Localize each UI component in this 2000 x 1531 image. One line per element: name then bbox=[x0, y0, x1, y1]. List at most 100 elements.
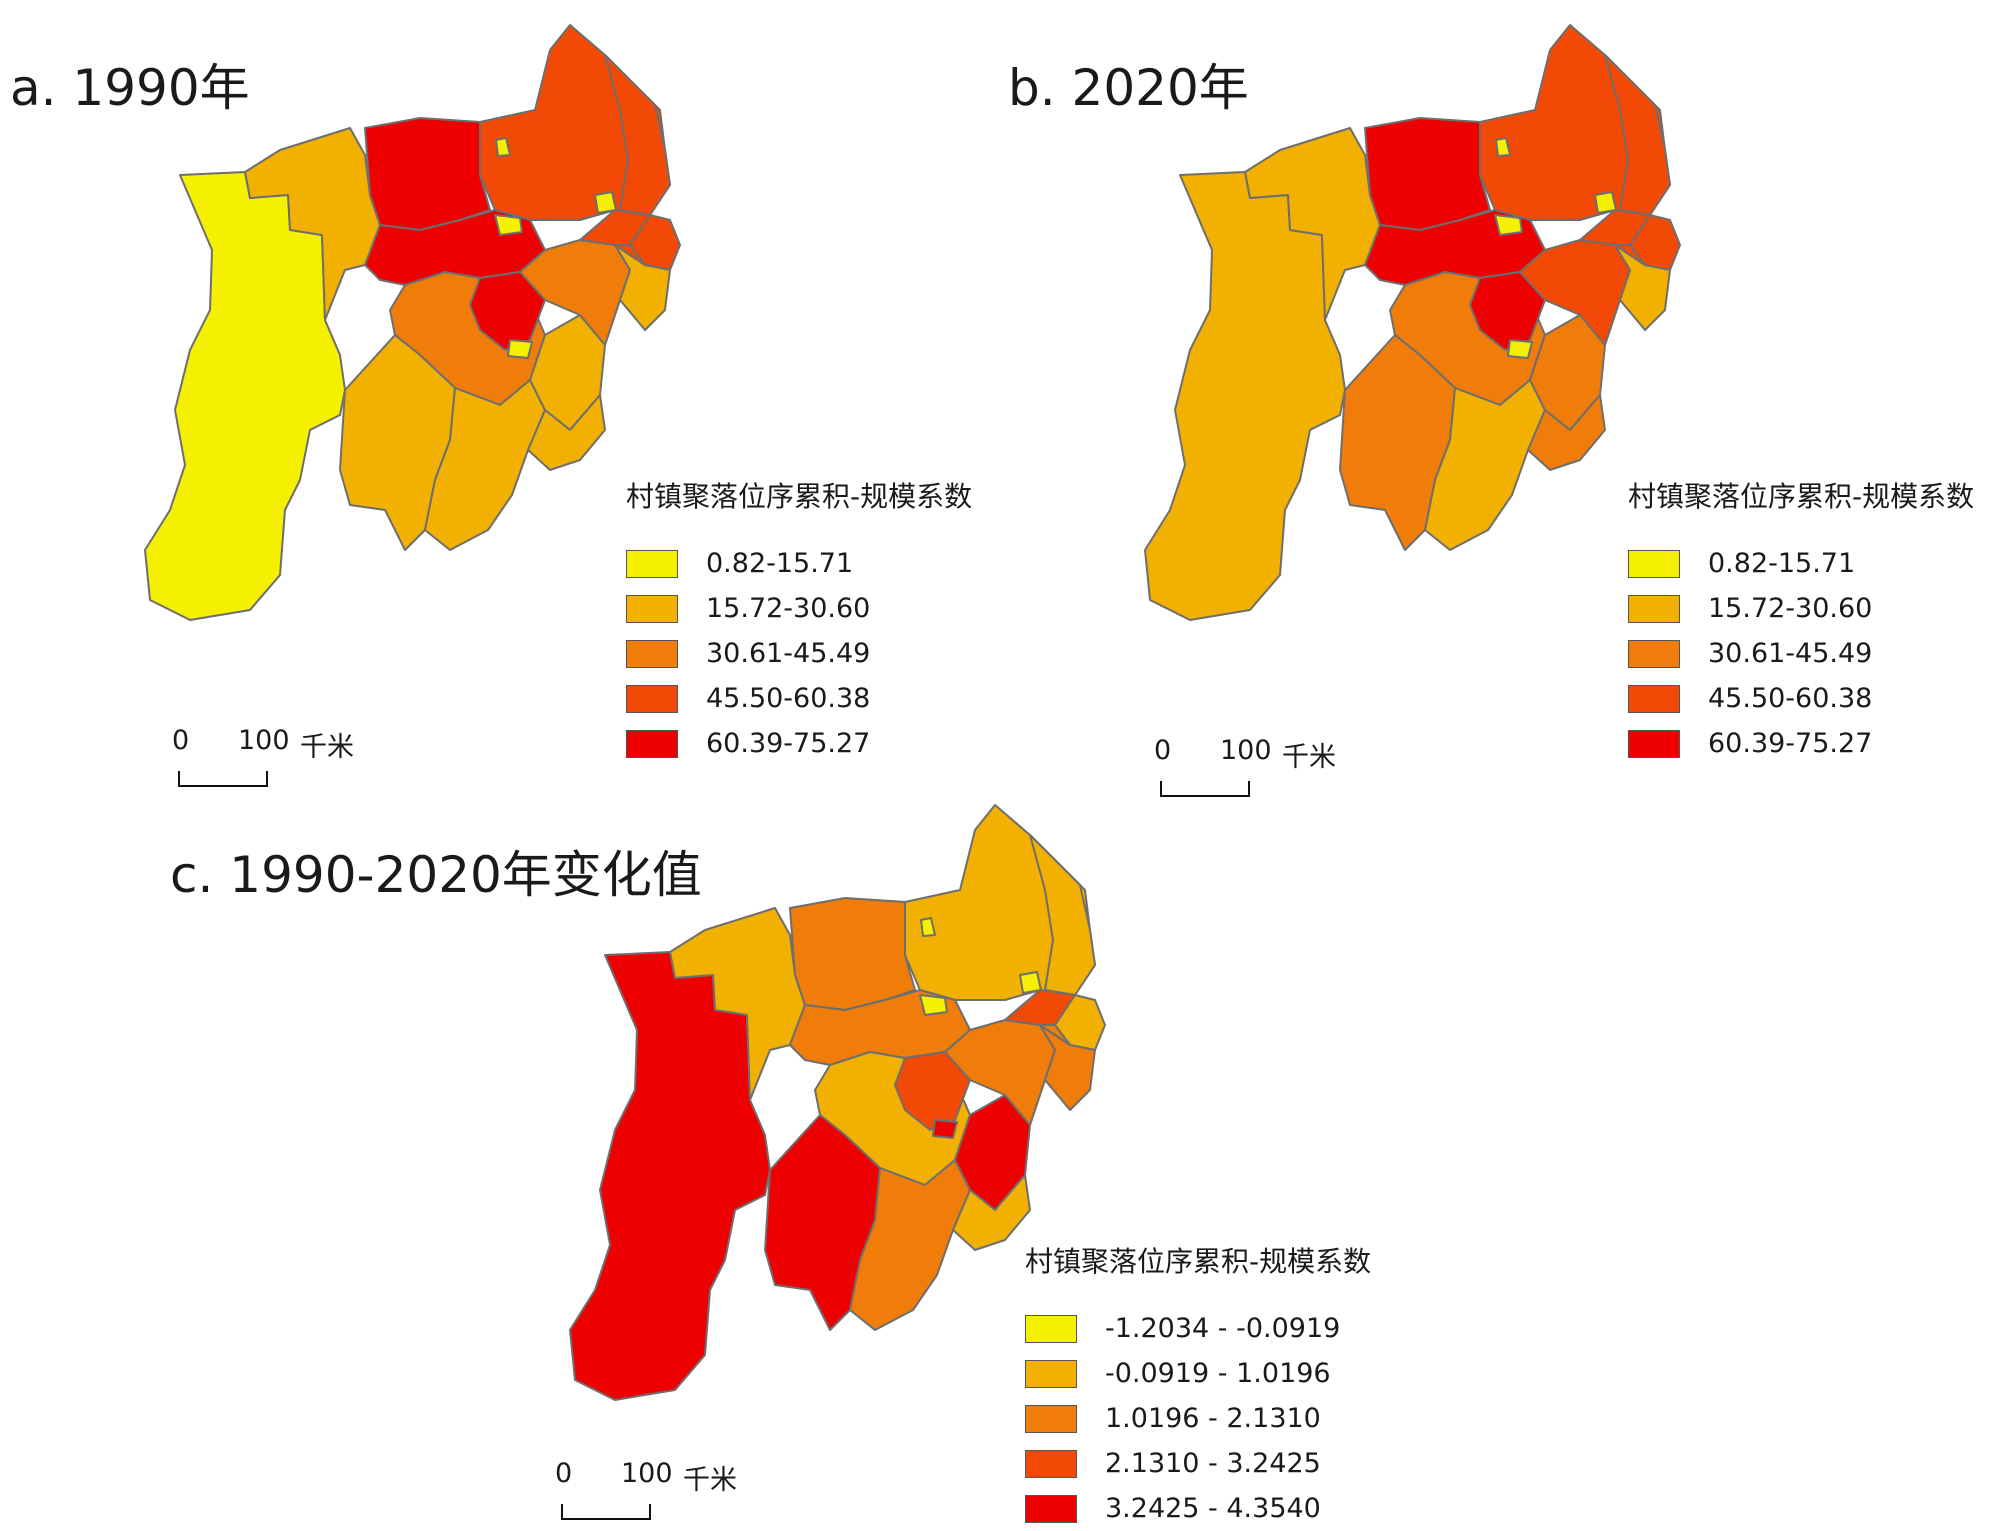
district-region bbox=[1527, 394, 1606, 471]
district-region bbox=[1039, 1024, 1096, 1111]
district-region bbox=[1364, 117, 1491, 231]
legend-label: 15.72-30.60 bbox=[706, 593, 871, 624]
map-change bbox=[569, 804, 1106, 1401]
legend-item: 0.82-15.71 bbox=[1628, 541, 1974, 586]
legend-label: -1.2034 - -0.0919 bbox=[1105, 1313, 1341, 1344]
legend-swatch bbox=[1025, 1404, 1077, 1433]
district-region bbox=[424, 379, 546, 551]
district-region bbox=[849, 1159, 971, 1331]
scale-line bbox=[1160, 781, 1250, 797]
legend-label: 30.61-45.49 bbox=[1708, 638, 1873, 669]
legend-item: -1.2034 - -0.0919 bbox=[1025, 1306, 1371, 1351]
scale-bar: 0 100 千米 bbox=[553, 1458, 753, 1528]
legend-item: 30.61-45.49 bbox=[626, 631, 972, 676]
scale-zero: 0 bbox=[1154, 735, 1172, 766]
panel-title-2020: b. 2020年 bbox=[1008, 59, 1249, 117]
legend-title: 村镇聚落位序累积-规模系数 bbox=[1025, 1245, 1372, 1278]
legend-item: 15.72-30.60 bbox=[626, 586, 972, 631]
legend-1990: 村镇聚落位序累积-规模系数 0.82-15.71 15.72-30.60 30.61… bbox=[626, 475, 972, 766]
district-region bbox=[789, 897, 916, 1011]
district-region bbox=[244, 127, 381, 321]
scale-zero: 0 bbox=[555, 1458, 573, 1489]
scale-zero: 0 bbox=[172, 725, 190, 756]
legend-item: 45.50-60.38 bbox=[626, 676, 972, 721]
legend-swatch bbox=[1025, 1359, 1077, 1388]
district-region bbox=[614, 244, 671, 331]
panel-title-change: c. 1990-2020年变化值 bbox=[170, 846, 702, 904]
district-region bbox=[527, 394, 606, 471]
legend-swatch bbox=[626, 684, 678, 713]
district-region bbox=[1494, 214, 1523, 236]
legend-swatch bbox=[1025, 1449, 1077, 1478]
scale-line bbox=[178, 771, 268, 787]
legend-swatch bbox=[1628, 594, 1680, 623]
map-2020 bbox=[1144, 24, 1681, 621]
legend-label: 60.39-75.27 bbox=[706, 728, 871, 759]
district-region bbox=[1614, 244, 1671, 331]
legend-item: 60.39-75.27 bbox=[626, 721, 972, 766]
scale-distance: 100 bbox=[1220, 735, 1272, 766]
district-region bbox=[579, 209, 651, 246]
legend-swatch bbox=[626, 594, 678, 623]
district-region bbox=[144, 171, 346, 621]
district-region bbox=[594, 191, 617, 214]
legend-swatch bbox=[1628, 729, 1680, 758]
scale-bar: 0 100 千米 bbox=[1152, 735, 1352, 805]
legend-title: 村镇聚落位序累积-规模系数 bbox=[626, 480, 973, 513]
legend-item: 30.61-45.49 bbox=[1628, 631, 1974, 676]
legend-item: 15.72-30.60 bbox=[1628, 586, 1974, 631]
district-region bbox=[1424, 379, 1546, 551]
legend-label: 60.39-75.27 bbox=[1708, 728, 1873, 759]
scale-line bbox=[561, 1504, 651, 1520]
legend-item: -0.0919 - 1.0196 bbox=[1025, 1351, 1371, 1396]
legend-item: 2.1310 - 3.2425 bbox=[1025, 1441, 1371, 1486]
scale-distance: 100 bbox=[621, 1458, 673, 1489]
legend-label: 0.82-15.71 bbox=[1708, 548, 1856, 579]
legend-item: 0.82-15.71 bbox=[626, 541, 972, 586]
legend-label: 15.72-30.60 bbox=[1708, 593, 1873, 624]
district-region bbox=[919, 994, 948, 1016]
panel-title-1990: a. 1990年 bbox=[10, 59, 250, 117]
legend-2020: 村镇聚落位序累积-规模系数 0.82-15.71 15.72-30.60 30.61… bbox=[1628, 475, 1974, 766]
legend-label: 1.0196 - 2.1310 bbox=[1105, 1403, 1321, 1434]
district-region bbox=[494, 214, 523, 236]
map-1990 bbox=[144, 24, 681, 621]
district-region bbox=[364, 117, 491, 231]
legend-label: 2.1310 - 3.2425 bbox=[1105, 1448, 1321, 1479]
district-region bbox=[1019, 971, 1042, 994]
district-region bbox=[952, 1174, 1031, 1251]
legend-label: 0.82-15.71 bbox=[706, 548, 854, 579]
legend-item: 60.39-75.27 bbox=[1628, 721, 1974, 766]
scale-unit: 千米 bbox=[300, 732, 354, 763]
legend-label: -0.0919 - 1.0196 bbox=[1105, 1358, 1331, 1389]
legend-swatch bbox=[626, 729, 678, 758]
district-region bbox=[495, 137, 511, 157]
legend-swatch bbox=[626, 639, 678, 668]
legend-title: 村镇聚落位序累积-规模系数 bbox=[1628, 480, 1975, 513]
legend-item: 45.50-60.38 bbox=[1628, 676, 1974, 721]
legend-item: 1.0196 - 2.1310 bbox=[1025, 1396, 1371, 1441]
district-region bbox=[1579, 209, 1651, 246]
legend-label: 45.50-60.38 bbox=[1708, 683, 1873, 714]
district-region bbox=[569, 951, 771, 1401]
legend-swatch bbox=[1628, 684, 1680, 713]
scale-unit: 千米 bbox=[683, 1465, 737, 1496]
scale-distance: 100 bbox=[238, 725, 290, 756]
legend-item: 3.2425 - 4.3540 bbox=[1025, 1486, 1371, 1531]
district-region bbox=[669, 907, 806, 1101]
legend-swatch bbox=[626, 549, 678, 578]
district-region bbox=[920, 917, 936, 937]
district-region bbox=[932, 1119, 958, 1139]
scale-bar: 0 100 千米 bbox=[170, 725, 370, 795]
district-region bbox=[1594, 191, 1617, 214]
district-region bbox=[1495, 137, 1511, 157]
legend-swatch bbox=[1628, 639, 1680, 668]
legend-change: 村镇聚落位序累积-规模系数 -1.2034 - -0.0919 -0.0919 -… bbox=[1025, 1240, 1371, 1531]
district-region bbox=[507, 339, 533, 359]
legend-swatch bbox=[1628, 549, 1680, 578]
legend-swatch bbox=[1025, 1314, 1077, 1343]
district-region bbox=[1004, 989, 1076, 1026]
scale-unit: 千米 bbox=[1282, 742, 1336, 773]
legend-swatch bbox=[1025, 1494, 1077, 1523]
district-region bbox=[1507, 339, 1533, 359]
